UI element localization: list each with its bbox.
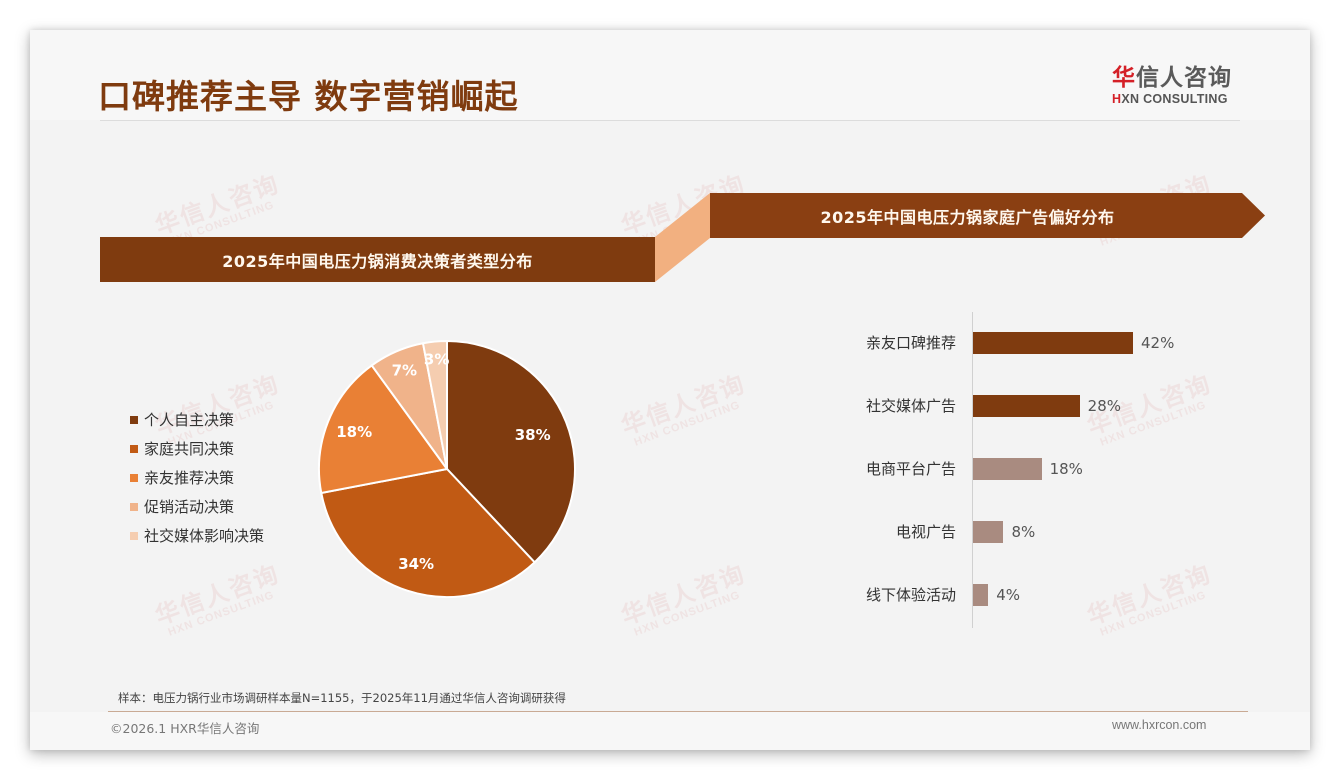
bar-value-label: 42% <box>1141 334 1175 352</box>
bar-category-label: 亲友口碑推荐 <box>865 334 956 352</box>
logo-cn-rest: 信人咨询 <box>1136 65 1232 91</box>
website-link[interactable]: www.hxrcon.com <box>1112 718 1207 732</box>
logo-en-h: H <box>1112 92 1122 106</box>
bar-category-label: 社交媒体广告 <box>865 397 956 415</box>
legend-label: 家庭共同决策 <box>144 440 235 458</box>
pie-slice <box>446 339 576 564</box>
pie-slice-label: 18% <box>336 423 372 441</box>
bar <box>973 521 1004 543</box>
legend-swatch-icon <box>130 502 138 511</box>
pie-slice-label: 3% <box>424 350 449 368</box>
bar-row: 社交媒体广告 28% <box>30 394 1310 418</box>
bar-category-label: 电商平台广告 <box>865 460 956 478</box>
title-divider <box>100 120 1240 121</box>
copyright: ©2026.1 HXR华信人咨询 <box>110 721 260 736</box>
logo-hua-char: 华 <box>1112 65 1136 91</box>
legend-label: 促销活动决策 <box>144 498 235 516</box>
legend-swatch-icon <box>130 473 138 482</box>
right-chart-title: 2025年中国电压力锅家庭广告偏好分布 <box>820 207 1115 227</box>
bar <box>973 332 1134 354</box>
footer-divider <box>108 711 1248 712</box>
bar <box>973 584 989 606</box>
legend-swatch-icon <box>130 444 138 453</box>
legend-swatch-icon <box>130 415 138 424</box>
pie-slice <box>320 467 537 598</box>
logo-cn: 华信人咨询 <box>1112 64 1242 92</box>
legend-item: 促销活动决策 <box>130 492 264 521</box>
left-chart-banner: 2025年中国电压力锅消费决策者类型分布 <box>100 237 655 282</box>
pie-slice-label: 38% <box>515 426 551 444</box>
bar-row: 线下体验活动 4% <box>30 583 1310 607</box>
bar-category-label: 电视广告 <box>895 523 956 541</box>
bar-chart-axis <box>972 312 973 628</box>
logo-en: HXN CONSULTING <box>1112 92 1242 106</box>
footer-band <box>30 712 1310 750</box>
pie-slice-label: 34% <box>398 555 434 573</box>
header-band <box>30 30 1310 120</box>
bar-value-label: 8% <box>1011 523 1036 541</box>
bar-row: 电视广告 8% <box>30 520 1310 544</box>
legend-label: 个人自主决策 <box>144 411 235 429</box>
pie-slice <box>318 364 449 495</box>
pie-legend: 个人自主决策 家庭共同决策 亲友推荐决策 促销活动决策社交媒体影响决策 <box>130 405 264 550</box>
bar-value-label: 18% <box>1049 460 1083 478</box>
company-logo: 华信人咨询 HXN CONSULTING <box>1112 64 1242 106</box>
bar <box>973 458 1042 480</box>
bar-value-label: 28% <box>1087 397 1122 415</box>
pie-slice-label: 7% <box>392 361 417 379</box>
pie-slice <box>421 339 448 470</box>
logo-en-rest: XN CONSULTING <box>1121 92 1228 106</box>
legend-item: 家庭共同决策 <box>130 434 264 463</box>
right-chart-banner: 2025年中国电压力锅家庭广告偏好分布 <box>710 193 1265 238</box>
bar-row: 亲友口碑推荐 42% <box>30 331 1310 355</box>
legend-swatch-icon <box>130 531 138 540</box>
legend-item: 社交媒体影响决策 <box>130 521 264 550</box>
page-title: 口碑推荐主导 数字营销崛起 <box>98 77 519 116</box>
banner-connector <box>655 193 710 282</box>
legend-item: 亲友推荐决策 <box>130 463 264 492</box>
left-chart-title: 2025年中国电压力锅消费决策者类型分布 <box>222 251 533 271</box>
legend-label: 社交媒体影响决策 <box>144 527 265 545</box>
legend-item: 个人自主决策 <box>130 405 264 434</box>
pie-chart: 38% 34% 18% 7% 3% <box>318 339 576 598</box>
bar-category-label: 线下体验活动 <box>865 586 956 604</box>
bar-row: 电商平台广告 18% <box>30 457 1310 481</box>
sample-note: 样本：电压力锅行业市场调研样本量N=1155，于2025年11月通过华信人咨询调… <box>118 691 566 705</box>
bar-value-label: 4% <box>996 586 1021 604</box>
bar <box>973 395 1080 417</box>
legend-label: 亲友推荐决策 <box>144 469 235 487</box>
